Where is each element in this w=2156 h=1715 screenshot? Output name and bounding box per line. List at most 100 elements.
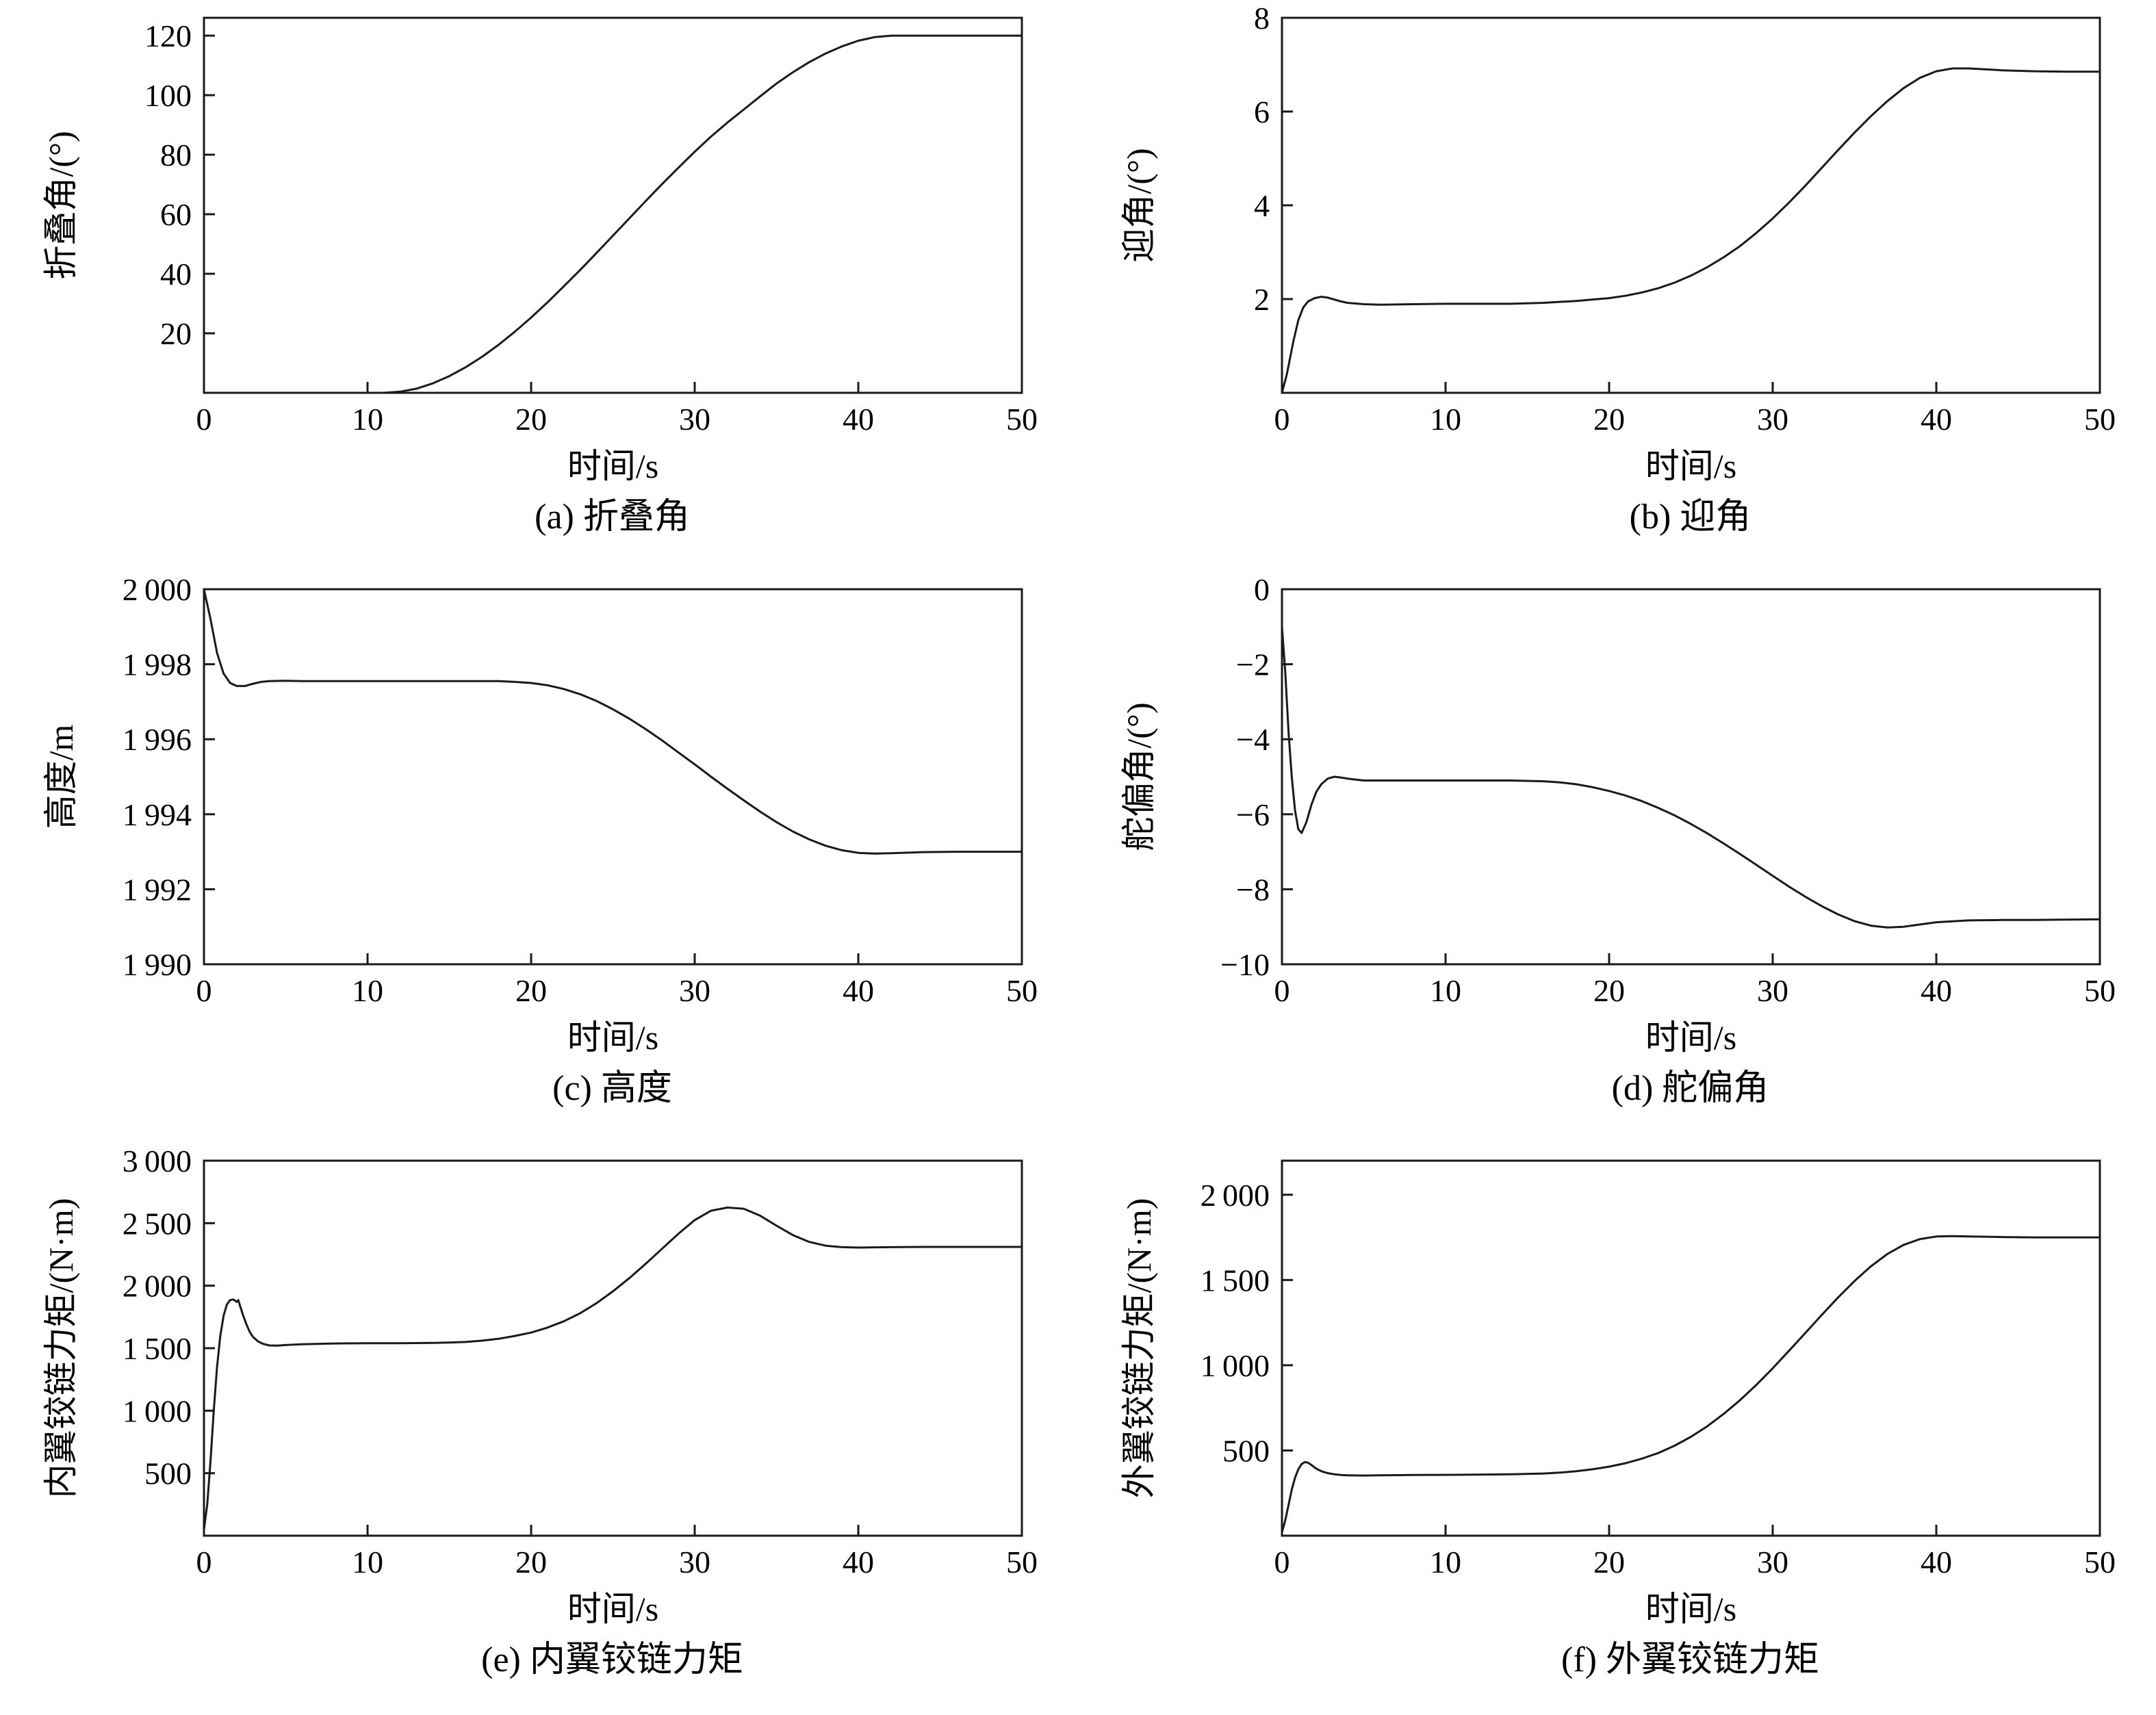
y-tick-label: 0 [1254,574,1270,607]
y-tick-label: 80 [160,138,192,172]
x-tick-label: 50 [1006,1545,1038,1579]
y-tick-label: 1 998 [122,647,191,682]
x-axis-label: 时间/s [567,1590,658,1628]
caption-e: (e) 内翼铰链力矩 [481,1640,743,1679]
x-tick-label: 30 [679,973,710,1008]
y-tick-label: 1 000 [122,1393,191,1428]
y-axis-label: 内翼铰链力矩/(N·m) [42,1198,80,1499]
x-tick-label: 0 [196,973,211,1008]
y-tick-label: 60 [160,197,192,232]
y-tick-label: 1 990 [122,947,191,982]
y-tick-label: 500 [1222,1433,1270,1468]
x-tick-label: 20 [1593,402,1625,437]
y-tick-label: 2 000 [122,574,191,607]
y-axis-label: 折叠角/(°) [42,131,80,279]
y-tick-label: 1 992 [122,872,191,907]
plot-border [1281,588,2101,966]
series-line [203,1207,1023,1531]
x-tick-label: 20 [1593,1545,1625,1579]
y-axis-label: 高度/m [42,725,80,829]
y-tick-label: 2 [1254,282,1270,317]
x-axis-label: 时间/s [567,447,658,485]
x-tick-label: 50 [2084,402,2116,437]
series-line [1281,1235,2101,1534]
chart-canvas-inner-hinge-moment: 0 10 20 30 40 50 500 1 000 1 500 2 000 2 500 3 000 时… [42,1146,1038,1628]
series-line [203,588,1023,855]
y-tick-label: 120 [144,18,192,53]
plot-border [203,16,1023,394]
x-tick-label: 50 [1006,402,1038,437]
chart-canvas-altitude: 0 10 20 30 40 50 1 990 1 992 1 994 1 996 1 998 2 00… [42,574,1038,1057]
y-tick-label: 1 996 [122,722,191,757]
x-tick-label: 0 [196,1545,211,1579]
caption-a: (a) 折叠角 [535,498,690,537]
plot-border [1281,1159,2101,1537]
x-tick-label: 30 [679,1545,710,1579]
y-tick-label: 4 [1254,188,1270,223]
chart-canvas-rudder-deflection: 0 10 20 30 40 50 −10 −8 −6 −4 −2 0 时间/s 舵偏角/(°) [1120,574,2116,1057]
y-tick-label: 8 [1254,3,1270,36]
x-tick-label: 10 [1430,1545,1461,1579]
x-tick-label: 50 [2084,973,2116,1008]
series-line [1281,67,2101,394]
plot-border [203,1159,1023,1537]
chart-canvas-outer-hinge-moment: 0 10 20 30 40 50 500 1 000 1 500 2 000 时间/s 外翼铰链力矩/… [1120,1159,2116,1628]
y-tick-label: 1 500 [122,1331,191,1366]
y-tick-label: 1 500 [1200,1263,1269,1298]
y-tick-label: 40 [160,257,192,292]
caption-f: (f) 外翼铰链力矩 [1561,1640,1819,1679]
x-tick-label: 20 [1593,973,1625,1008]
x-tick-label: 10 [1430,402,1461,437]
x-axis-label: 时间/s [567,1018,658,1057]
caption-d: (d) 舵偏角 [1611,1069,1769,1108]
x-tick-label: 10 [352,1545,383,1579]
y-tick-label: 6 [1254,94,1270,129]
subplot-d: 0 10 20 30 40 50 −10 −8 −6 −4 −2 0 时间/s 舵偏角/(°) (d) 舵… [1078,571,2156,1143]
x-tick-label: 40 [843,402,874,437]
x-tick-label: 20 [515,402,547,437]
x-tick-label: 40 [1921,402,1952,437]
caption-c: (c) 高度 [552,1069,672,1108]
x-tick-label: 50 [2084,1545,2116,1579]
x-tick-label: 0 [196,402,211,437]
y-tick-label: 2 500 [122,1206,191,1241]
chart-canvas-folding-angle: 0 10 20 30 40 50 20 40 60 80 100 120 时间/s 折叠角/(°) [42,16,1038,485]
x-tick-label: 40 [1921,1545,1952,1579]
x-tick-label: 40 [843,973,874,1008]
x-tick-label: 30 [679,402,710,437]
x-tick-label: 0 [1274,402,1289,437]
plot-border [203,588,1023,966]
x-tick-label: 20 [515,973,547,1008]
subplot-a: 0 10 20 30 40 50 20 40 60 80 100 120 时间/s 折叠角/(°) (a)… [0,0,1078,571]
x-axis-label: 时间/s [1645,447,1736,485]
y-tick-label: 2 000 [1200,1178,1269,1213]
x-tick-label: 20 [515,1545,547,1579]
y-tick-label: −2 [1236,647,1270,682]
y-tick-label: 500 [144,1456,192,1491]
x-tick-label: 0 [1274,973,1289,1008]
x-tick-label: 30 [1757,973,1788,1008]
subplot-f: 0 10 20 30 40 50 500 1 000 1 500 2 000 时间/s 外翼铰链力矩/… [1078,1143,2156,1714]
y-axis-label: 舵偏角/(°) [1120,702,1158,851]
y-tick-label: −8 [1236,872,1270,907]
x-tick-label: 30 [1757,402,1788,437]
x-axis-label: 时间/s [1645,1018,1736,1057]
y-tick-label: 100 [144,78,192,113]
x-tick-label: 0 [1274,1545,1289,1579]
y-axis-label: 外翼铰链力矩/(N·m) [1120,1198,1158,1499]
y-tick-label: 2 000 [122,1269,191,1304]
subplot-e: 0 10 20 30 40 50 500 1 000 1 500 2 000 2 500 3 000 时… [0,1143,1078,1714]
y-tick-label: 3 000 [122,1146,191,1178]
chart-canvas-angle-of-attack: 0 10 20 30 40 50 2 4 6 8 时间/s 迎角/(°) [1120,3,2116,485]
y-tick-label: −10 [1220,947,1270,982]
y-tick-label: −6 [1236,797,1270,832]
subplot-b: 0 10 20 30 40 50 2 4 6 8 时间/s 迎角/(°) (b) 迎角 [1078,0,2156,571]
x-tick-label: 50 [1006,973,1038,1008]
y-tick-label: 1 994 [122,797,191,832]
x-tick-label: 40 [843,1545,874,1579]
x-axis-label: 时间/s [1645,1590,1736,1628]
x-tick-label: 10 [1430,973,1461,1008]
series-line [203,34,1023,394]
y-axis-label: 迎角/(°) [1120,148,1158,262]
